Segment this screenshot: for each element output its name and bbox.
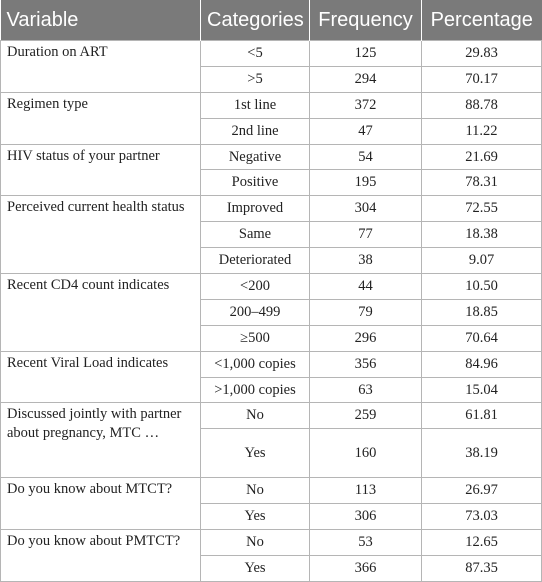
- frequency-cell: 53: [309, 529, 422, 557]
- frequency-cell: 356: [309, 350, 422, 378]
- table-row: Deteriorated 38 9.07: [1, 247, 542, 275]
- table-row: HIV status of your partner Negative 54 2…: [0, 143, 542, 197]
- frequency-cell: 304: [309, 195, 422, 223]
- variable-cell: Do you know about PMTCT?: [0, 529, 201, 582]
- frequency-cell: 125: [309, 40, 422, 67]
- category-cell: No: [200, 477, 310, 505]
- percentage-cell: 84.96: [421, 350, 542, 378]
- percentage-cell: 18.38: [421, 221, 542, 249]
- category-cell: Yes: [200, 555, 310, 582]
- header-categories: Categories: [200, 0, 310, 41]
- table-body: Duration on ART <5 125 29.83 >5 294 70.1…: [0, 40, 542, 582]
- percentage-cell: 29.83: [421, 40, 542, 67]
- frequency-cell: 77: [309, 221, 422, 249]
- percentage-cell: 9.07: [421, 247, 542, 275]
- frequency-cell: 294: [309, 65, 422, 93]
- percentage-cell: 87.35: [421, 555, 542, 582]
- table-row: Duration on ART <5 125 29.83: [0, 40, 542, 93]
- category-cell: Positive: [200, 169, 310, 197]
- frequency-cell: 44: [309, 273, 422, 300]
- header-row: Variable Categories Frequency Percentage: [0, 0, 542, 41]
- variable-cell: Duration on ART: [0, 40, 201, 93]
- percentage-cell: 88.78: [421, 91, 542, 119]
- percentage-cell: 72.55: [421, 195, 542, 223]
- header-variable: Variable: [0, 0, 201, 41]
- category-cell: Deteriorated: [200, 247, 310, 275]
- category-cell: >5: [200, 65, 310, 93]
- frequency-cell: 296: [309, 324, 422, 352]
- variable-cell: Recent CD4 count indicates: [0, 273, 201, 352]
- table-row: Yes 306 73.03: [1, 503, 542, 531]
- table-row: Regimen type 1st line 372 88.78: [0, 91, 542, 145]
- table-row: Positive 195 78.31: [1, 169, 542, 197]
- percentage-cell: 21.69: [421, 143, 542, 171]
- variable-cell: Perceived current health status: [0, 195, 201, 275]
- table-row: Do you know about PMTCT? No 53 12.65: [0, 529, 542, 582]
- category-cell: No: [200, 529, 310, 557]
- variable-cell: Recent Viral Load indicates: [0, 350, 201, 404]
- category-cell: Same: [200, 221, 310, 249]
- frequency-cell: 259: [309, 402, 422, 430]
- percentage-cell: 18.85: [421, 298, 542, 326]
- frequency-cell: 160: [309, 428, 422, 479]
- percentage-cell: 26.97: [421, 477, 542, 505]
- variable-cell: Regimen type: [0, 91, 201, 145]
- table-row: Same 77 18.38: [1, 221, 542, 249]
- header-frequency: Frequency: [309, 0, 422, 41]
- category-cell: Yes: [200, 428, 310, 479]
- percentage-cell: 70.64: [421, 324, 542, 352]
- percentage-cell: 38.19: [421, 428, 542, 479]
- frequency-cell: 47: [309, 117, 422, 145]
- percentage-cell: 73.03: [421, 503, 542, 531]
- table-row: 2nd line 47 11.22: [1, 117, 542, 145]
- percentage-cell: 78.31: [421, 169, 542, 197]
- category-cell: <200: [200, 273, 310, 300]
- frequency-cell: 372: [309, 91, 422, 119]
- table-row: >5 294 70.17: [1, 65, 542, 93]
- variable-cell: Do you know about MTCT?: [0, 477, 201, 531]
- category-cell: Improved: [200, 195, 310, 223]
- category-cell: 200–499: [200, 298, 310, 326]
- percentage-cell: 10.50: [421, 273, 542, 300]
- table-row: Recent Viral Load indicates <1,000 copie…: [0, 350, 542, 404]
- frequency-cell: 63: [309, 376, 422, 404]
- category-cell: >1,000 copies: [200, 376, 310, 404]
- variable-cell: Discussed jointly with partner about pre…: [0, 402, 201, 479]
- category-cell: 2nd line: [200, 117, 310, 145]
- percentage-cell: 70.17: [421, 65, 542, 93]
- header-percentage: Percentage: [421, 0, 542, 41]
- category-cell: No: [200, 402, 310, 430]
- percentage-cell: 61.81: [421, 402, 542, 430]
- table-row: Perceived current health status Improved…: [0, 195, 542, 275]
- table-row: 200–499 79 18.85: [1, 298, 542, 326]
- category-cell: 1st line: [200, 91, 310, 119]
- frequency-cell: 79: [309, 298, 422, 326]
- percentage-cell: 12.65: [421, 529, 542, 557]
- percentage-cell: 11.22: [421, 117, 542, 145]
- frequency-cell: 366: [309, 555, 422, 582]
- table-row: Yes 160 38.19: [1, 428, 542, 479]
- category-cell: ≥500: [200, 324, 310, 352]
- table-row: >1,000 copies 63 15.04: [1, 376, 542, 404]
- table-row: Recent CD4 count indicates <200 44 10.50: [0, 273, 542, 352]
- table-header: Variable Categories Frequency Percentage: [0, 0, 542, 41]
- frequency-cell: 195: [309, 169, 422, 197]
- table-row: Do you know about MTCT? No 113 26.97: [0, 477, 542, 531]
- category-cell: Yes: [200, 503, 310, 531]
- category-cell: <1,000 copies: [200, 350, 310, 378]
- variable-cell: HIV status of your partner: [0, 143, 201, 197]
- category-cell: <5: [200, 40, 310, 67]
- table-row: Discussed jointly with partner about pre…: [0, 402, 542, 479]
- percentage-cell: 15.04: [421, 376, 542, 404]
- frequency-cell: 38: [309, 247, 422, 275]
- table-row: ≥500 296 70.64: [1, 324, 542, 352]
- frequency-cell: 306: [309, 503, 422, 531]
- frequency-cell: 54: [309, 143, 422, 171]
- category-cell: Negative: [200, 143, 310, 171]
- frequency-cell: 113: [309, 477, 422, 505]
